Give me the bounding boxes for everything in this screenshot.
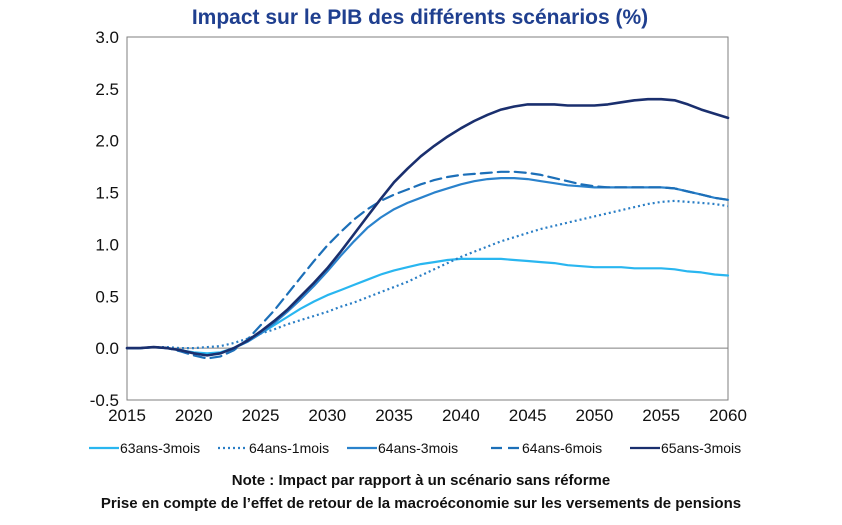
x-tick-label: 2045 — [509, 406, 547, 425]
y-tick-label: 2.5 — [95, 80, 119, 99]
legend-label-64ans-1mois: 64ans-1mois — [249, 440, 329, 456]
x-tick-label: 2060 — [709, 406, 747, 425]
x-tick-label: 2020 — [175, 406, 213, 425]
x-tick-label: 2050 — [576, 406, 614, 425]
y-axis-ticks: -0.5 0.0 0.5 1.0 1.5 2.0 2.5 3.0 — [90, 28, 119, 410]
y-tick-label: 0.5 — [95, 287, 119, 306]
series-line-64ans-1mois — [127, 199, 729, 350]
series-line-64ans-6mois — [125, 170, 730, 360]
note-impact: Note : Impact par rapport à un scénario … — [231, 472, 611, 489]
x-tick-label: 2030 — [308, 406, 346, 425]
x-tick-label: 2040 — [442, 406, 480, 425]
x-tick-label: 2055 — [642, 406, 680, 425]
series-line-63ans-3mois — [125, 257, 730, 355]
series-line-65ans-3mois — [125, 97, 730, 357]
series-lines — [125, 97, 730, 360]
y-tick-label: 1.0 — [95, 235, 119, 254]
y-tick-label: 2.0 — [95, 132, 119, 151]
series-line-64ans-3mois — [125, 177, 730, 357]
legend-label-64ans-3mois: 64ans-3mois — [378, 440, 458, 456]
legend-label-63ans-3mois: 63ans-3mois — [120, 440, 200, 456]
x-axis-ticks: 2015 2020 2025 2030 2035 2040 2045 2050 2055 2060 — [108, 406, 747, 425]
gdp-impact-chart: Impact sur le PIB des différents scénari… — [89, 6, 747, 456]
chart-title: Impact sur le PIB des différents scénari… — [192, 6, 648, 29]
x-tick-label: 2015 — [108, 406, 146, 425]
x-tick-label: 2025 — [242, 406, 280, 425]
legend-label-65ans-3mois: 65ans-3mois — [661, 440, 741, 456]
y-tick-label: 3.0 — [95, 28, 119, 47]
plot-frame — [126, 36, 729, 401]
note-feedback: Prise en compte de l’effet de retour de … — [100, 495, 742, 512]
legend: 63ans-3mois 64ans-1mois 64ans-3mois 64ans-6… — [89, 440, 741, 456]
y-tick-label: 0.0 — [95, 339, 119, 358]
y-tick-label: -0.5 — [90, 391, 119, 410]
legend-label-64ans-6mois: 64ans-6mois — [522, 440, 602, 456]
y-tick-label: 1.5 — [95, 184, 119, 203]
x-tick-label: 2035 — [375, 406, 413, 425]
